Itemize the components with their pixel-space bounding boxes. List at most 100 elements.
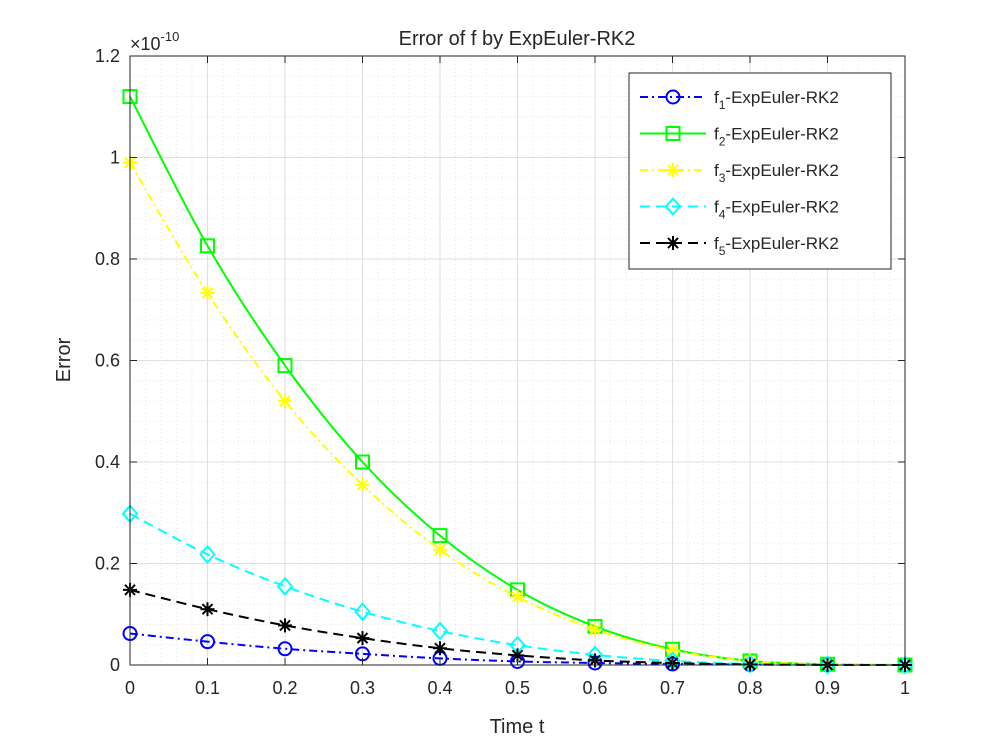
x-tick-label: 0 xyxy=(125,678,135,698)
legend-label-subscript: 3 xyxy=(719,171,726,185)
legend-item-5: f5-ExpEuler-RK2 xyxy=(640,234,839,258)
x-tick-label: 0.5 xyxy=(505,678,530,698)
x-tick-label: 0.7 xyxy=(660,678,685,698)
x-tick-label: 0.2 xyxy=(272,678,297,698)
data-point xyxy=(355,477,370,492)
legend-label-base: f xyxy=(714,161,719,180)
marker-shape xyxy=(200,238,215,254)
legend-label-subscript: 4 xyxy=(719,208,726,222)
legend-marker xyxy=(666,163,680,177)
x-tick-label: 0.1 xyxy=(195,678,220,698)
data-point xyxy=(199,544,216,564)
legend-marker xyxy=(665,89,681,105)
legend-label: f2-ExpEuler-RK2 xyxy=(714,125,839,149)
legend-label-rest: -ExpEuler-RK2 xyxy=(725,88,838,107)
data-point xyxy=(200,238,215,254)
x-ticks: 0 0.1 0.2 0.3 0.4 0.5 0.6 0.7 0.8 0.9 1 xyxy=(125,56,910,698)
marker-shape xyxy=(354,602,371,622)
legend-label-subscript: 2 xyxy=(719,135,726,149)
data-point xyxy=(431,621,449,641)
series-line xyxy=(129,162,906,666)
data-point xyxy=(665,643,680,658)
legend-label-rest: -ExpEuler-RK2 xyxy=(725,125,838,144)
y-tick-label: 1 xyxy=(110,148,120,168)
y-tick-label: 0.6 xyxy=(95,351,120,371)
data-point xyxy=(276,576,294,596)
y-tick-label: 0.8 xyxy=(95,249,120,269)
marker-stroke xyxy=(434,544,446,556)
legend-label-subscript: 5 xyxy=(719,244,726,258)
legend-label-rest: -ExpEuler-RK2 xyxy=(725,161,838,180)
data-point xyxy=(355,631,370,646)
y-tick-label: 0.4 xyxy=(95,452,120,472)
y-tick-label: 1.2 xyxy=(95,46,120,66)
chart-title: Error of f by ExpEuler-RK2 xyxy=(399,28,636,50)
data-point xyxy=(200,286,215,301)
marker-stroke xyxy=(279,619,291,632)
data-point xyxy=(741,654,759,674)
legend-label: f1-ExpEuler-RK2 xyxy=(714,88,839,112)
marker-stroke xyxy=(356,479,369,491)
legend-item-1: f1-ExpEuler-RK2 xyxy=(640,88,839,112)
legend-label-rest: -ExpEuler-RK2 xyxy=(725,234,838,253)
data-point xyxy=(433,542,447,557)
legend-label-subscript: 1 xyxy=(719,98,726,112)
legend-label-base: f xyxy=(714,198,719,217)
marker-shape xyxy=(277,641,293,657)
data-point xyxy=(355,454,370,470)
y-tick-label: 0.2 xyxy=(95,554,120,574)
marker-stroke xyxy=(356,632,369,644)
data-point xyxy=(896,655,914,675)
y-exponent-base: ×10 xyxy=(130,34,161,54)
legend-item-4: f4-ExpEuler-RK2 xyxy=(640,196,839,222)
y-axis-label: Error xyxy=(53,337,75,382)
marker-shape xyxy=(432,528,448,544)
marker-shape xyxy=(276,576,294,596)
legend-label: f4-ExpEuler-RK2 xyxy=(714,198,839,222)
x-axis-label: Time t xyxy=(490,716,545,738)
data-point xyxy=(277,641,293,657)
marker-shape xyxy=(200,634,215,650)
data-point xyxy=(510,589,525,604)
legend: f1-ExpEuler-RK2f2-ExpEuler-RK2f3-ExpEule… xyxy=(628,72,892,270)
legend-item-3: f3-ExpEuler-RK2 xyxy=(640,161,839,185)
data-point xyxy=(432,528,448,544)
x-tick-label: 0.9 xyxy=(815,678,840,698)
marker-stroke xyxy=(201,603,214,615)
legend-label-base: f xyxy=(714,125,719,144)
marker-shape xyxy=(664,196,682,217)
marker-shape xyxy=(896,655,914,675)
marker-shape xyxy=(199,544,216,564)
marker-stroke xyxy=(666,644,679,657)
y-exponent-power: -10 xyxy=(161,29,180,44)
data-point xyxy=(278,394,292,409)
marker-shape xyxy=(665,89,681,105)
data-point xyxy=(278,618,292,633)
marker-stroke xyxy=(434,642,446,654)
x-tick-label: 1 xyxy=(900,678,910,698)
data-point xyxy=(819,655,836,675)
marker-shape xyxy=(741,654,759,674)
marker-shape xyxy=(431,621,449,641)
x-tick-label: 0.4 xyxy=(427,678,452,698)
legend-label-base: f xyxy=(714,234,719,253)
legend-marker xyxy=(665,126,681,141)
x-tick-label: 0.3 xyxy=(350,678,375,698)
data-point xyxy=(354,602,371,622)
marker-stroke xyxy=(589,623,601,636)
legend-label-base: f xyxy=(714,88,719,107)
marker-stroke xyxy=(511,649,524,662)
data-point xyxy=(277,358,293,374)
marker-shape xyxy=(355,454,370,470)
marker-shape xyxy=(665,126,681,141)
marker-stroke xyxy=(667,164,679,176)
marker-shape xyxy=(819,655,836,675)
legend-marker xyxy=(666,236,680,250)
marker-shape xyxy=(277,358,293,374)
data-point xyxy=(200,634,215,650)
legend-marker xyxy=(664,196,682,217)
y-tick-label: 0 xyxy=(110,655,120,675)
data-point xyxy=(200,602,215,617)
marker-stroke xyxy=(279,395,291,407)
